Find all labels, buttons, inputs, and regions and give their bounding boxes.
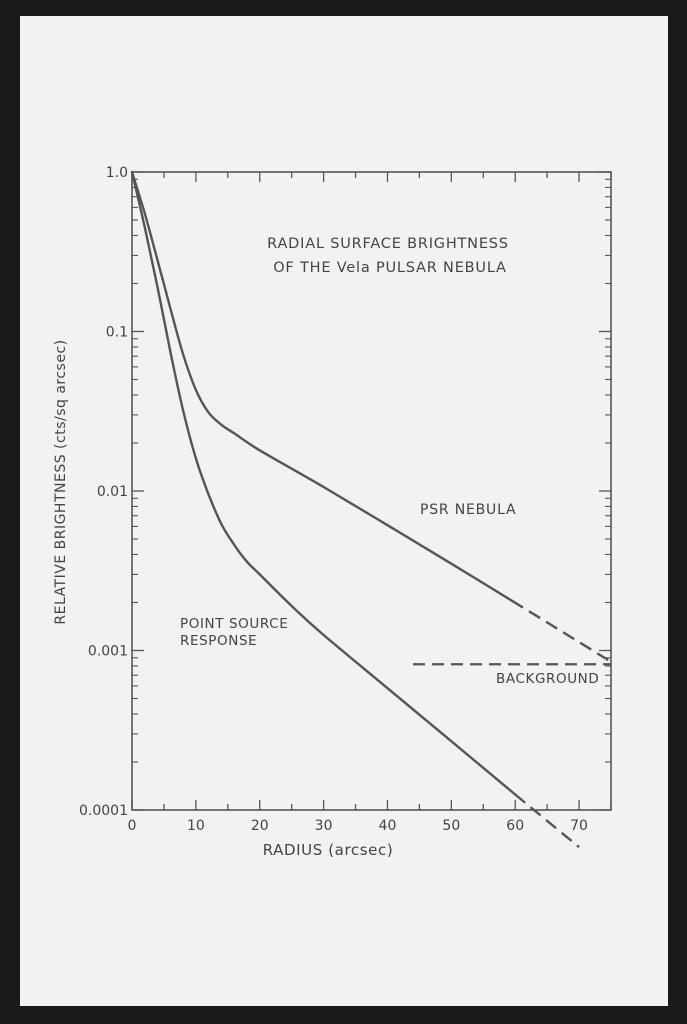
x-tick-label: 20	[251, 818, 269, 834]
x-axis-label: RADIUS (arcsec)	[263, 841, 394, 859]
x-tick-label: 30	[315, 818, 333, 834]
x-tick-label: 0	[128, 818, 137, 834]
series-1-dashed-line	[514, 793, 580, 849]
series-label-point-source-line-2: RESPONSE	[180, 633, 257, 649]
series-0-solid-line	[130, 170, 514, 602]
y-tick-label: 1.0	[106, 165, 128, 181]
slide-mount: 0 10 20 30 40 50 60 70 0.0001 0.001 0.01 0.1 1.0 RAD…	[20, 16, 668, 1006]
chart-title-line-2: OF THE Vela PULSAR NEBULA	[273, 260, 507, 276]
x-tick-label: 70	[570, 818, 588, 834]
y-axis-label: RELATIVE BRIGHTNESS (cts/sq arcsec)	[53, 339, 69, 624]
series-label-point-source-line-1: POINT SOURCE	[180, 616, 288, 632]
chart-figure: 0 10 20 30 40 50 60 70 0.0001 0.001 0.01 0.1 1.0 RAD…	[53, 165, 612, 859]
plot-layer: 0 10 20 30 40 50 60 70 0.0001 0.001 0.01 0.1 1.0	[79, 165, 612, 849]
x-tick-label: 10	[187, 818, 205, 834]
chart-title-line-1: RADIAL SURFACE BRIGHTNESS	[267, 236, 509, 252]
y-tick-label: 0.01	[97, 484, 128, 500]
x-tick-label: 50	[442, 818, 460, 834]
series-1-solid-line	[130, 170, 517, 796]
y-tick-label: 0.001	[88, 644, 128, 660]
series-label-psr-nebula: PSR NEBULA	[420, 502, 516, 518]
y-tick-label: 0.1	[106, 325, 128, 341]
background-label: BACKGROUND	[496, 671, 599, 687]
x-tick-label: 60	[506, 818, 524, 834]
series-0-dashed-line	[511, 599, 612, 663]
y-tick-label: 0.0001	[79, 803, 128, 819]
x-tick-label: 40	[379, 818, 397, 834]
